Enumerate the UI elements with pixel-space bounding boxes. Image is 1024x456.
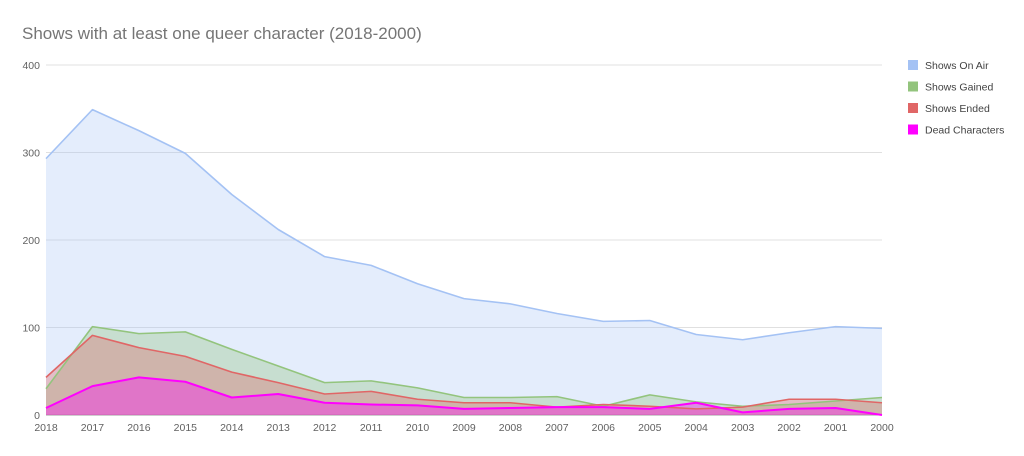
x-axis: 2018 2017 2016 2015 2014 2013 2012 2011 2010 2009… (34, 422, 894, 434)
legend-label-shows-ended: Shows Ended (925, 103, 990, 115)
x-tick-label: 2017 (81, 422, 105, 434)
y-tick-label: 200 (22, 235, 40, 247)
x-tick-label: 2006 (592, 422, 616, 434)
x-tick-label: 2007 (545, 422, 569, 434)
x-tick-label: 2005 (638, 422, 662, 434)
x-tick-label: 2015 (174, 422, 198, 434)
x-tick-label: 2010 (406, 422, 430, 434)
area-shows-on-air (46, 109, 882, 415)
line-series (45, 108, 883, 416)
y-axis: 0 100 200 300 400 (22, 60, 40, 422)
legend-label-shows-on-air: Shows On Air (925, 60, 989, 72)
x-tick-label: 2013 (267, 422, 291, 434)
y-tick-label: 100 (22, 323, 40, 335)
area-dead-characters (46, 377, 882, 415)
x-tick-label: 2009 (452, 422, 476, 434)
x-tick-label: 2004 (685, 422, 709, 434)
x-tick-label: 2002 (777, 422, 801, 434)
legend-swatch-dead-characters (908, 124, 918, 135)
x-tick-label: 2001 (824, 422, 848, 434)
x-tick-label: 2016 (127, 422, 151, 434)
legend-swatch-shows-gained (908, 81, 918, 92)
legend-swatch-shows-ended (908, 103, 918, 113)
legend-swatch-shows-on-air (908, 60, 918, 70)
line-shows-gained (45, 325, 883, 408)
legend-label-shows-gained: Shows Gained (925, 82, 993, 94)
x-tick-label: 2003 (731, 422, 755, 434)
line-shows-on-air (45, 108, 883, 341)
x-tick-label: 2012 (313, 422, 337, 434)
y-tick-label: 0 (34, 410, 40, 422)
x-tick-label: 2014 (220, 422, 244, 434)
x-tick-label: 2000 (870, 422, 894, 434)
chart-title: Shows with at least one queer character … (22, 24, 422, 43)
y-tick-label: 400 (22, 60, 40, 72)
x-tick-label: 2011 (360, 422, 383, 434)
legend: Shows On Air Shows Gained Shows Ended Dead … (908, 60, 1004, 137)
legend-label-dead-characters: Dead Characters (925, 125, 1004, 137)
y-tick-label: 300 (22, 148, 40, 160)
area-series (46, 109, 882, 415)
line-dead-characters (45, 376, 883, 416)
x-tick-label: 2018 (34, 422, 58, 434)
line-shows-ended (45, 334, 883, 410)
area-shows-gained (46, 326, 882, 415)
x-tick-label: 2008 (499, 422, 523, 434)
